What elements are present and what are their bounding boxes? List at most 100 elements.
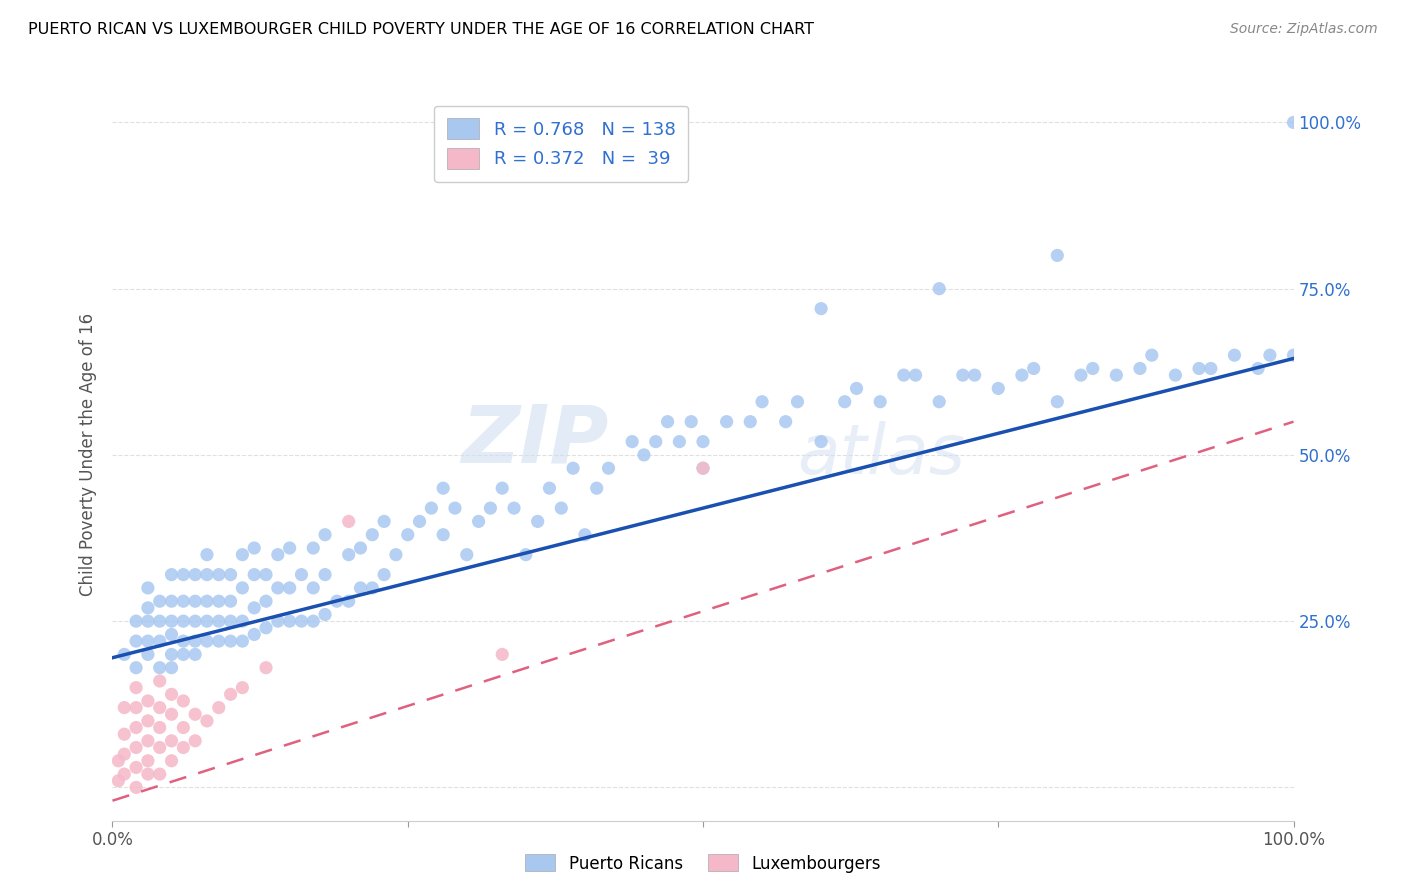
Point <box>184 648 207 662</box>
Point <box>491 481 513 495</box>
Point <box>869 394 891 409</box>
Point <box>1105 368 1128 383</box>
Point <box>243 627 266 641</box>
Point <box>172 634 194 648</box>
Point <box>1046 248 1069 262</box>
Point <box>550 501 572 516</box>
Point <box>136 581 159 595</box>
Point <box>1140 348 1163 362</box>
Point <box>184 567 207 582</box>
Point <box>786 394 808 409</box>
Point <box>987 381 1010 395</box>
Point <box>349 541 371 555</box>
Point <box>775 415 797 429</box>
Point <box>149 634 172 648</box>
Point <box>444 501 467 516</box>
Point <box>149 594 172 608</box>
Point <box>219 614 242 628</box>
Point <box>184 707 207 722</box>
Point <box>963 368 986 383</box>
Point <box>515 548 537 562</box>
Point <box>1282 115 1305 129</box>
Point <box>184 594 207 608</box>
Point <box>1070 368 1092 383</box>
Point <box>195 594 218 608</box>
Point <box>219 594 242 608</box>
Point <box>278 614 301 628</box>
Point <box>231 548 253 562</box>
Point <box>125 700 148 714</box>
Legend: Puerto Ricans, Luxembourgers: Puerto Ricans, Luxembourgers <box>519 847 887 880</box>
Point <box>208 700 231 714</box>
Point <box>160 648 183 662</box>
Point <box>243 600 266 615</box>
Point <box>243 567 266 582</box>
Text: atlas: atlas <box>797 421 966 489</box>
Text: ZIP: ZIP <box>461 401 609 479</box>
Point <box>1164 368 1187 383</box>
Point <box>633 448 655 462</box>
Point <box>893 368 915 383</box>
Point <box>337 515 360 529</box>
Point <box>1247 361 1270 376</box>
Point <box>195 614 218 628</box>
Point <box>125 634 148 648</box>
Point <box>373 515 395 529</box>
Point <box>396 527 419 541</box>
Point <box>810 434 832 449</box>
Point <box>408 515 430 529</box>
Point <box>195 567 218 582</box>
Point <box>107 773 129 788</box>
Point <box>125 614 148 628</box>
Point <box>302 581 325 595</box>
Point <box>479 501 502 516</box>
Point <box>208 594 231 608</box>
Point <box>267 614 290 628</box>
Point <box>136 694 159 708</box>
Point <box>208 567 231 582</box>
Point <box>562 461 585 475</box>
Point <box>112 700 135 714</box>
Point <box>904 368 927 383</box>
Point <box>456 548 478 562</box>
Point <box>254 567 277 582</box>
Point <box>834 394 856 409</box>
Point <box>278 581 301 595</box>
Point <box>112 727 135 741</box>
Point <box>278 541 301 555</box>
Point <box>231 581 253 595</box>
Point <box>1282 348 1305 362</box>
Point <box>681 415 703 429</box>
Point <box>585 481 607 495</box>
Point <box>172 614 194 628</box>
Point <box>184 634 207 648</box>
Point <box>621 434 644 449</box>
Point <box>219 687 242 701</box>
Point <box>149 721 172 735</box>
Point <box>125 721 148 735</box>
Point <box>1046 394 1069 409</box>
Point <box>172 567 194 582</box>
Point <box>112 747 135 761</box>
Point <box>928 394 950 409</box>
Point <box>149 740 172 755</box>
Point <box>349 581 371 595</box>
Text: Source: ZipAtlas.com: Source: ZipAtlas.com <box>1230 22 1378 37</box>
Point <box>1011 368 1033 383</box>
Point <box>112 648 135 662</box>
Point <box>657 415 679 429</box>
Point <box>125 760 148 774</box>
Point <box>231 614 253 628</box>
Point <box>337 594 360 608</box>
Point <box>1129 361 1152 376</box>
Point <box>668 434 690 449</box>
Point <box>740 415 762 429</box>
Point <box>125 681 148 695</box>
Point <box>491 648 513 662</box>
Y-axis label: Child Poverty Under the Age of 16: Child Poverty Under the Age of 16 <box>79 313 97 597</box>
Point <box>160 614 183 628</box>
Point <box>136 767 159 781</box>
Point <box>172 648 194 662</box>
Point <box>692 434 714 449</box>
Point <box>149 673 172 688</box>
